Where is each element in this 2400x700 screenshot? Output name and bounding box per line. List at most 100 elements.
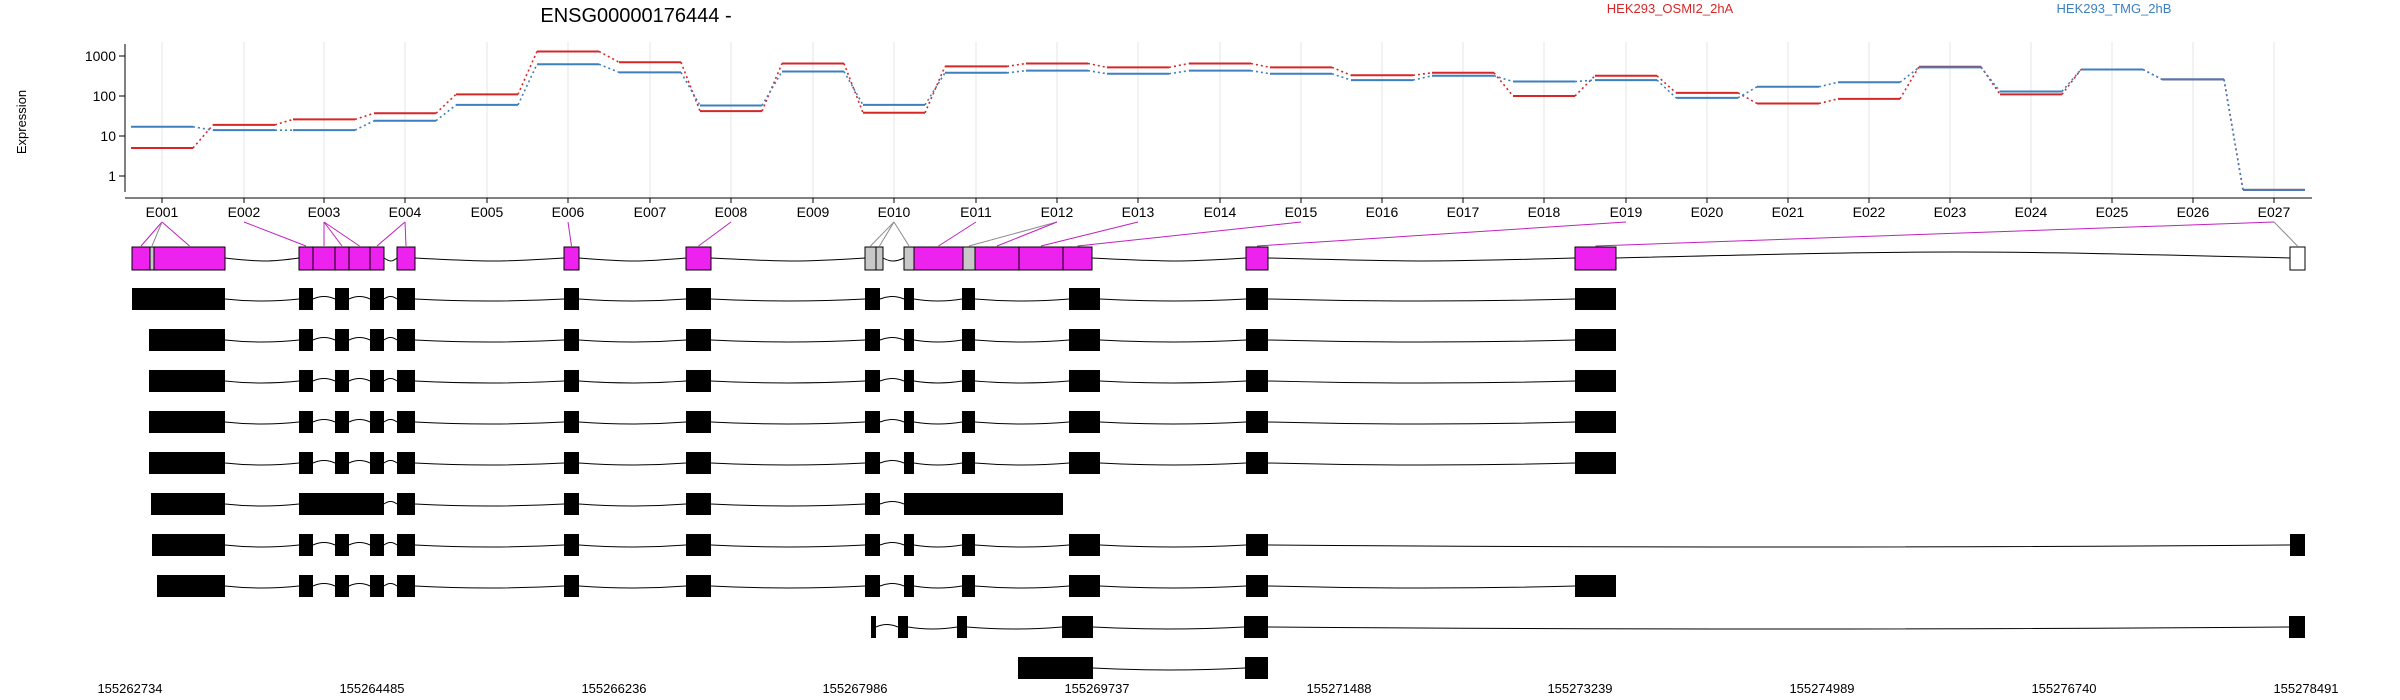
exon-map-line (161, 221, 190, 247)
x-tick-label: E027 (2258, 204, 2291, 220)
exon-block (131, 246, 151, 271)
transcript-exon (686, 534, 711, 556)
series-connector (2142, 68, 2163, 81)
exon-map-line (323, 221, 360, 247)
series-connector (1818, 81, 1839, 88)
series-connector (1412, 72, 1433, 77)
series-connector (843, 71, 864, 106)
transcript-track: 155262734 155264485 155266236 155267986 1552… (97, 221, 2339, 696)
transcript-exon (865, 452, 880, 474)
transcript-exon (686, 452, 711, 474)
x-tick-label: E002 (228, 204, 261, 220)
genomic-coordinate-label: 155274989 (1789, 681, 1854, 696)
transcript-exon (957, 616, 967, 638)
transcript-exon (1575, 575, 1616, 597)
transcript-exon (1246, 575, 1268, 597)
series-connector (274, 118, 294, 126)
x-tick-label: E003 (308, 204, 341, 220)
transcript-intron (224, 460, 1576, 466)
transcript-exon (370, 575, 384, 597)
series-connector (598, 50, 620, 63)
exon-map-line (1595, 221, 2275, 247)
series-connector (192, 124, 214, 149)
transcript-exon (335, 329, 349, 351)
exon-map-line (893, 221, 910, 247)
transcript-exon (1246, 411, 1268, 433)
transcript-exon (1069, 534, 1100, 556)
chart-title: ENSG00000176444 - (540, 5, 731, 27)
series-connector (680, 71, 701, 106)
transcript-intron (224, 501, 905, 507)
series-connector (1574, 75, 1596, 97)
transcript-exon (962, 329, 975, 351)
series-connector (1656, 79, 1677, 99)
transcript-intron (224, 337, 1576, 343)
series-connector (1331, 72, 1352, 81)
transcript-exon (1246, 534, 1268, 556)
transcript-exon (335, 288, 349, 310)
transcript-exon (1575, 452, 1616, 474)
transcript-exon (1246, 452, 1268, 474)
transcript-exon (904, 452, 914, 474)
transcript-exon (397, 411, 415, 433)
x-tick-label: E021 (1772, 204, 1805, 220)
transcript-exon (335, 370, 349, 392)
exon-block (348, 246, 371, 271)
y-tick-label: 1 (108, 168, 116, 184)
y-tick-label: 10 (100, 128, 116, 144)
transcript-exon (149, 411, 225, 433)
exon-block (1245, 246, 1269, 271)
transcript-exon (370, 288, 384, 310)
transcript-exon (686, 370, 711, 392)
exon-block (2289, 246, 2306, 271)
series-connector (1331, 66, 1352, 76)
exon-block (903, 246, 915, 271)
transcript-exon (370, 411, 384, 433)
exon-block (149, 246, 155, 271)
transcript-exon (564, 575, 579, 597)
series-connector (1006, 62, 1027, 68)
exon-map-line (567, 221, 572, 247)
series-connector (1980, 66, 2001, 92)
exon-map-line (140, 221, 163, 247)
series-connector (924, 72, 946, 106)
x-tick-label: E018 (1528, 204, 1561, 220)
exon-map-line (879, 221, 895, 247)
transcript-exon (962, 534, 975, 556)
series-connector (1737, 86, 1758, 99)
transcript-exon (397, 329, 415, 351)
transcript-exon (299, 575, 313, 597)
transcript-exon (1575, 288, 1616, 310)
series-connector (1006, 69, 1027, 74)
y-tick-label: 1000 (85, 48, 116, 64)
exon-block (298, 246, 314, 271)
transcript-exon (1069, 370, 1100, 392)
transcript-exon (335, 575, 349, 597)
x-tick-label: E005 (471, 204, 504, 220)
transcript-exon (1069, 329, 1100, 351)
transcript-exon (962, 452, 975, 474)
transcript-exon (1069, 575, 1100, 597)
transcript-exon (564, 493, 579, 515)
transcript-exon (564, 370, 579, 392)
series-connector (192, 125, 214, 131)
transcript-exon (397, 575, 415, 597)
transcript-exon (564, 329, 579, 351)
x-tick-label: E001 (146, 204, 179, 220)
exon-block (974, 246, 1020, 271)
transcript-exon (132, 288, 225, 310)
x-tick-label: E012 (1041, 204, 1074, 220)
exon-map-line (376, 221, 406, 247)
transcript-exon (370, 370, 384, 392)
transcript-exon (686, 411, 711, 433)
series-connector (924, 66, 946, 114)
transcript-exon (904, 329, 914, 351)
transcript-exon (1246, 288, 1268, 310)
transcript-exon (686, 493, 711, 515)
x-tick-label: E026 (2177, 204, 2210, 220)
exon-block (153, 246, 226, 271)
transcript-exon (865, 370, 880, 392)
exon-block (962, 246, 976, 271)
x-tick-label: E017 (1447, 204, 1480, 220)
transcript-exon (299, 370, 313, 392)
